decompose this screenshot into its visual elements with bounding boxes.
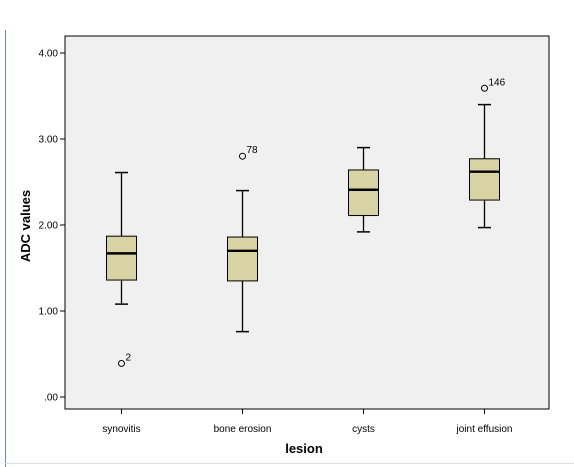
x-axis: synovitis bone erosion cysts joint effusion [102, 409, 512, 435]
box-synovitis: 2 [106, 171, 137, 367]
x-axis-title: lesion [285, 441, 323, 456]
box-iqr [348, 169, 379, 217]
outlier-label: 2 [126, 352, 132, 363]
frame-left-rule [5, 30, 6, 467]
x-tick-label: synovitis [102, 424, 140, 435]
y-axis-title: ADC values [18, 190, 33, 262]
box-iqr [469, 158, 500, 201]
box-series: 2 78 146 [106, 77, 506, 367]
x-tick-label: bone erosion [214, 424, 272, 435]
box-joint-effusion: 146 [469, 77, 506, 229]
y-tick-label: 1.00 [39, 307, 59, 318]
outlier-point [481, 84, 488, 92]
y-axis: .00 1.00 2.00 3.00 4.00 [39, 49, 65, 404]
plot-area [64, 35, 550, 410]
outlier-point [118, 359, 125, 367]
box-cysts [348, 146, 379, 233]
y-tick-label: 3.00 [39, 135, 59, 146]
box-bone-erosion: 78 [227, 145, 259, 333]
outlier-label: 78 [247, 145, 259, 156]
frame-bottom-rule [5, 463, 574, 464]
y-tick-label: .00 [44, 393, 58, 404]
outlier-point [239, 152, 246, 160]
box-iqr [227, 236, 258, 282]
x-tick-label: joint effusion [456, 424, 513, 435]
y-tick-label: 2.00 [39, 221, 59, 232]
y-tick-label: 4.00 [39, 49, 59, 60]
box-iqr [106, 235, 137, 281]
x-tick-label: cysts [352, 424, 375, 435]
outlier-label: 146 [489, 77, 506, 88]
